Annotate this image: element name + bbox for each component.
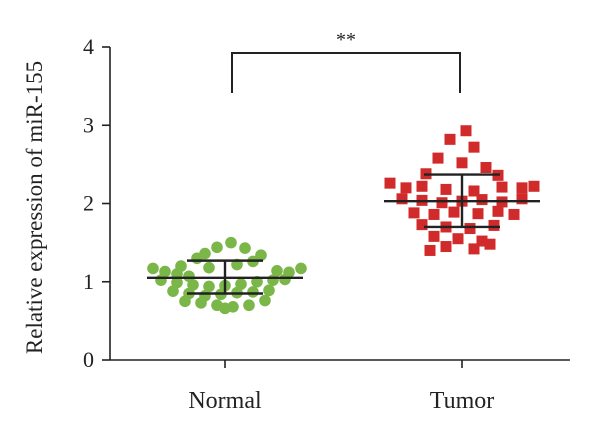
bracket-line [231,52,461,93]
normal-point [239,242,251,254]
tumor-point [428,208,440,220]
y-tick-label: 1 [83,269,94,294]
normal-point [171,276,183,289]
normal-point [243,299,255,312]
normal-point [255,249,267,261]
x-category-label: Normal [188,388,262,414]
normal-point [159,265,171,278]
normal-point [203,280,215,293]
tumor-point [496,181,508,193]
tumor-point [448,206,460,218]
tumor-point [476,235,488,247]
tumor-point [492,205,504,217]
normal-point [147,262,159,275]
normal-point [179,295,191,308]
tumor-point [480,162,492,174]
tumor-point [468,243,480,255]
normal-point [247,286,259,298]
significance-label: ** [336,29,356,51]
tumor-point [476,194,488,206]
normal-point [187,279,199,291]
tumor-point [396,193,408,205]
normal-point [267,274,279,286]
normal-point [199,247,211,260]
y-tick-label: 0 [83,347,94,372]
normal-point [235,278,247,290]
significance-bracket: ** [231,29,461,93]
normal-point [167,285,179,297]
normal-point [203,261,215,274]
tumor-point [516,193,528,205]
normal-point [259,294,271,307]
normal-point [175,260,187,272]
tumor-point [408,207,420,219]
tumor-point [444,133,456,145]
normal-point [219,302,231,315]
normal-point [279,273,291,286]
tumor-point [456,157,468,169]
y-axis-label: Relative expression of miR-155 [22,61,47,354]
tumor-point [508,208,520,220]
tumor-point [464,223,476,235]
normal-point [225,236,237,249]
data-points [147,125,540,315]
y-tick-label: 2 [83,191,94,216]
tumor-point [460,125,472,137]
x-categories: Normal Tumor [188,360,494,414]
normal-point [211,241,223,254]
tumor-point [424,244,436,256]
tumor-point [428,230,440,242]
y-tick-label: 4 [83,34,94,59]
tumor-point [432,152,444,164]
tumor-point [468,141,480,153]
error-bars [147,173,540,295]
tumor-point [516,182,528,194]
tumor-point [400,182,412,194]
normal-point [183,270,195,283]
tumor-point [416,219,428,231]
tumor-point [384,177,396,189]
tumor-point [488,219,500,231]
tumor-point [440,241,452,253]
normal-point [263,284,275,297]
normal-point [195,297,207,309]
tumor-point [440,183,452,195]
tumor-point [452,233,464,245]
y-tick-label: 3 [83,112,94,137]
normal-point [295,262,307,275]
tumor-point [484,238,496,250]
x-category-label: Tumor [430,388,494,414]
tumor-point [416,180,428,192]
tumor-point [436,197,448,209]
normal-point [271,264,283,277]
normal-point [155,274,167,286]
tumor-point [472,208,484,220]
tumor-point [468,185,480,197]
tumor-point [528,180,540,192]
y-ticks: 0 1 2 3 4 [83,34,110,372]
